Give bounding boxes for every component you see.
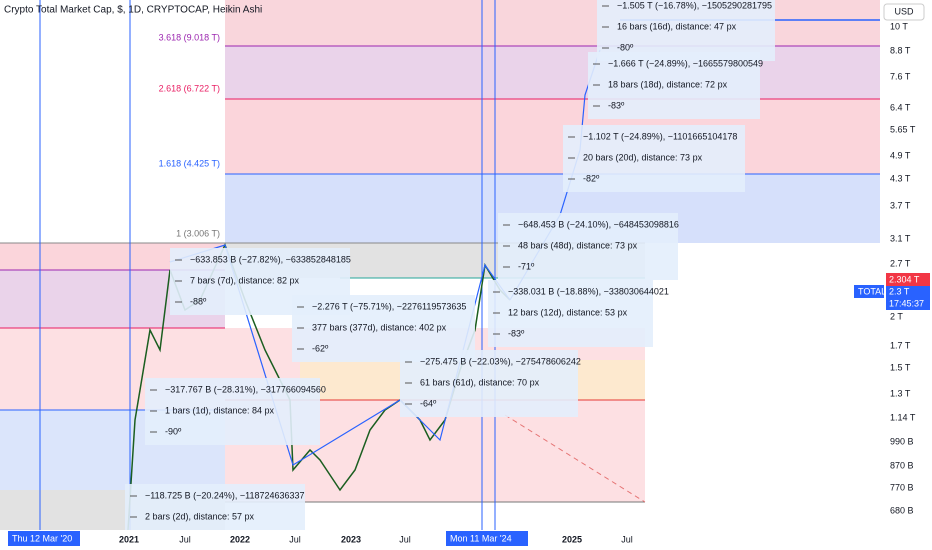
price-label: 770 B: [890, 482, 914, 492]
price-label: 2.7 T: [890, 258, 911, 268]
price-label: 1.7 T: [890, 340, 911, 350]
price-label: 4.3 T: [890, 173, 911, 183]
price-label: 2 T: [890, 311, 903, 321]
measure-box: [400, 350, 578, 417]
time-label: Jul: [399, 534, 411, 544]
measure-text: -90º: [165, 426, 182, 436]
price-label: 1.5 T: [890, 362, 911, 372]
measure-text: −1.666 T (−24.89%), −1665579800549: [608, 58, 763, 68]
measure-text: -62º: [312, 343, 329, 353]
measure-text: -64º: [420, 398, 437, 408]
time-badge: [446, 531, 528, 546]
time-badge-label: Mon 11 Mar '24: [450, 533, 512, 543]
measure-text: −275.475 B (−22.03%), −275478606242: [420, 356, 581, 366]
measure-text: −317.767 B (−28.31%), −317766094560: [165, 384, 326, 394]
title: Crypto Total Market Cap, $, 1D, CRYPTOCA…: [4, 5, 262, 16]
measure-text: -80º: [617, 42, 634, 52]
measure-text: -88º: [190, 296, 207, 306]
price-label: 3.1 T: [890, 233, 911, 243]
measure-text: 7 bars (7d), distance: 82 px: [190, 275, 300, 285]
measure-text: 12 bars (12d), distance: 53 px: [508, 307, 628, 317]
measure-text: 377 bars (377d), distance: 402 px: [312, 322, 447, 332]
dashed-projection: [504, 414, 646, 503]
measure-box: [145, 378, 320, 445]
measure-text: 48 bars (48d), distance: 73 px: [518, 240, 638, 250]
time-label: Jul: [621, 534, 633, 544]
measure-text: −1.505 T (−16.78%), −1505290281795: [617, 0, 772, 10]
fib-label: 1 (3.006 T): [176, 228, 220, 238]
time-label: 2022: [230, 534, 250, 544]
price-label: 680 B: [890, 505, 914, 515]
last-badge: [886, 273, 930, 286]
symbol-badge: [854, 285, 884, 298]
last-price: 2.304 T: [889, 274, 920, 284]
measure-text: 61 bars (61d), distance: 70 px: [420, 377, 540, 387]
price-label: 5.65 T: [890, 124, 916, 134]
measure-text: -83º: [608, 100, 625, 110]
price-label: 870 B: [890, 460, 914, 470]
measure-box: [125, 484, 305, 530]
measure-text: 18 bars (18d), distance: 72 px: [608, 79, 728, 89]
price-label: 7.6 T: [890, 71, 911, 81]
measure-text: -71º: [518, 261, 535, 271]
measure-text: -82º: [583, 173, 600, 183]
measure-text: -83º: [508, 328, 525, 338]
measure-text: 20 bars (20d), distance: 73 px: [583, 152, 703, 162]
measure-text: −118.725 B (−20.24%), −118724636337: [145, 490, 305, 500]
fib-label: 3.618 (9.018 T): [159, 32, 220, 42]
symbol: TOTAL: [858, 286, 886, 296]
price-label: 4.9 T: [890, 150, 911, 160]
measure-box: [488, 280, 653, 347]
measure-text: 2 bars (2d), distance: 57 px: [145, 511, 255, 521]
price-label: 1.14 T: [890, 412, 916, 422]
measure-box: [498, 213, 678, 280]
price-label: 10 T: [890, 21, 908, 31]
measure-box: [563, 125, 745, 192]
time-axis: [0, 530, 880, 550]
price-label: 3.7 T: [890, 200, 911, 210]
price-badge: [886, 286, 930, 310]
countdown: 17:45:37: [889, 298, 924, 308]
measure-text: −338.031 B (−18.88%), −338030644021: [508, 286, 669, 296]
time-label: Jul: [289, 534, 301, 544]
currency[interactable]: USD: [894, 6, 914, 16]
price-label: 6.4 T: [890, 102, 911, 112]
fib-label: 2.618 (6.722 T): [159, 83, 220, 93]
measure-text: 1 bars (1d), distance: 84 px: [165, 405, 275, 415]
measure-text: −633.853 B (−27.82%), −633852848185: [190, 254, 351, 264]
time-label: 2025: [562, 534, 582, 544]
measure-text: −1.102 T (−24.89%), −1101665104178: [583, 131, 737, 141]
price-label: 8.8 T: [890, 45, 911, 55]
time-label: Jul: [179, 534, 191, 544]
vertical-lines: [39, 0, 496, 530]
measure-box: [588, 52, 760, 119]
currency-button[interactable]: [883, 3, 925, 21]
measure-text: −2.276 T (−75.71%), −2276119573635: [312, 301, 466, 311]
time-label: 2021: [119, 534, 139, 544]
time-badge-label: Thu 12 Mar '20: [12, 533, 72, 543]
time-badge: [8, 531, 80, 546]
fib-label: 1.618 (4.425 T): [159, 158, 220, 168]
measure-text: −648.453 B (−24.10%), −648453098816: [518, 219, 679, 229]
price: 2.3 T: [889, 286, 910, 296]
measure-text: 16 bars (16d), distance: 47 px: [617, 21, 737, 31]
price-label: 1.3 T: [890, 388, 911, 398]
measure-box: [597, 0, 775, 61]
time-label: 2023: [341, 534, 361, 544]
price-label: 990 B: [890, 436, 914, 446]
